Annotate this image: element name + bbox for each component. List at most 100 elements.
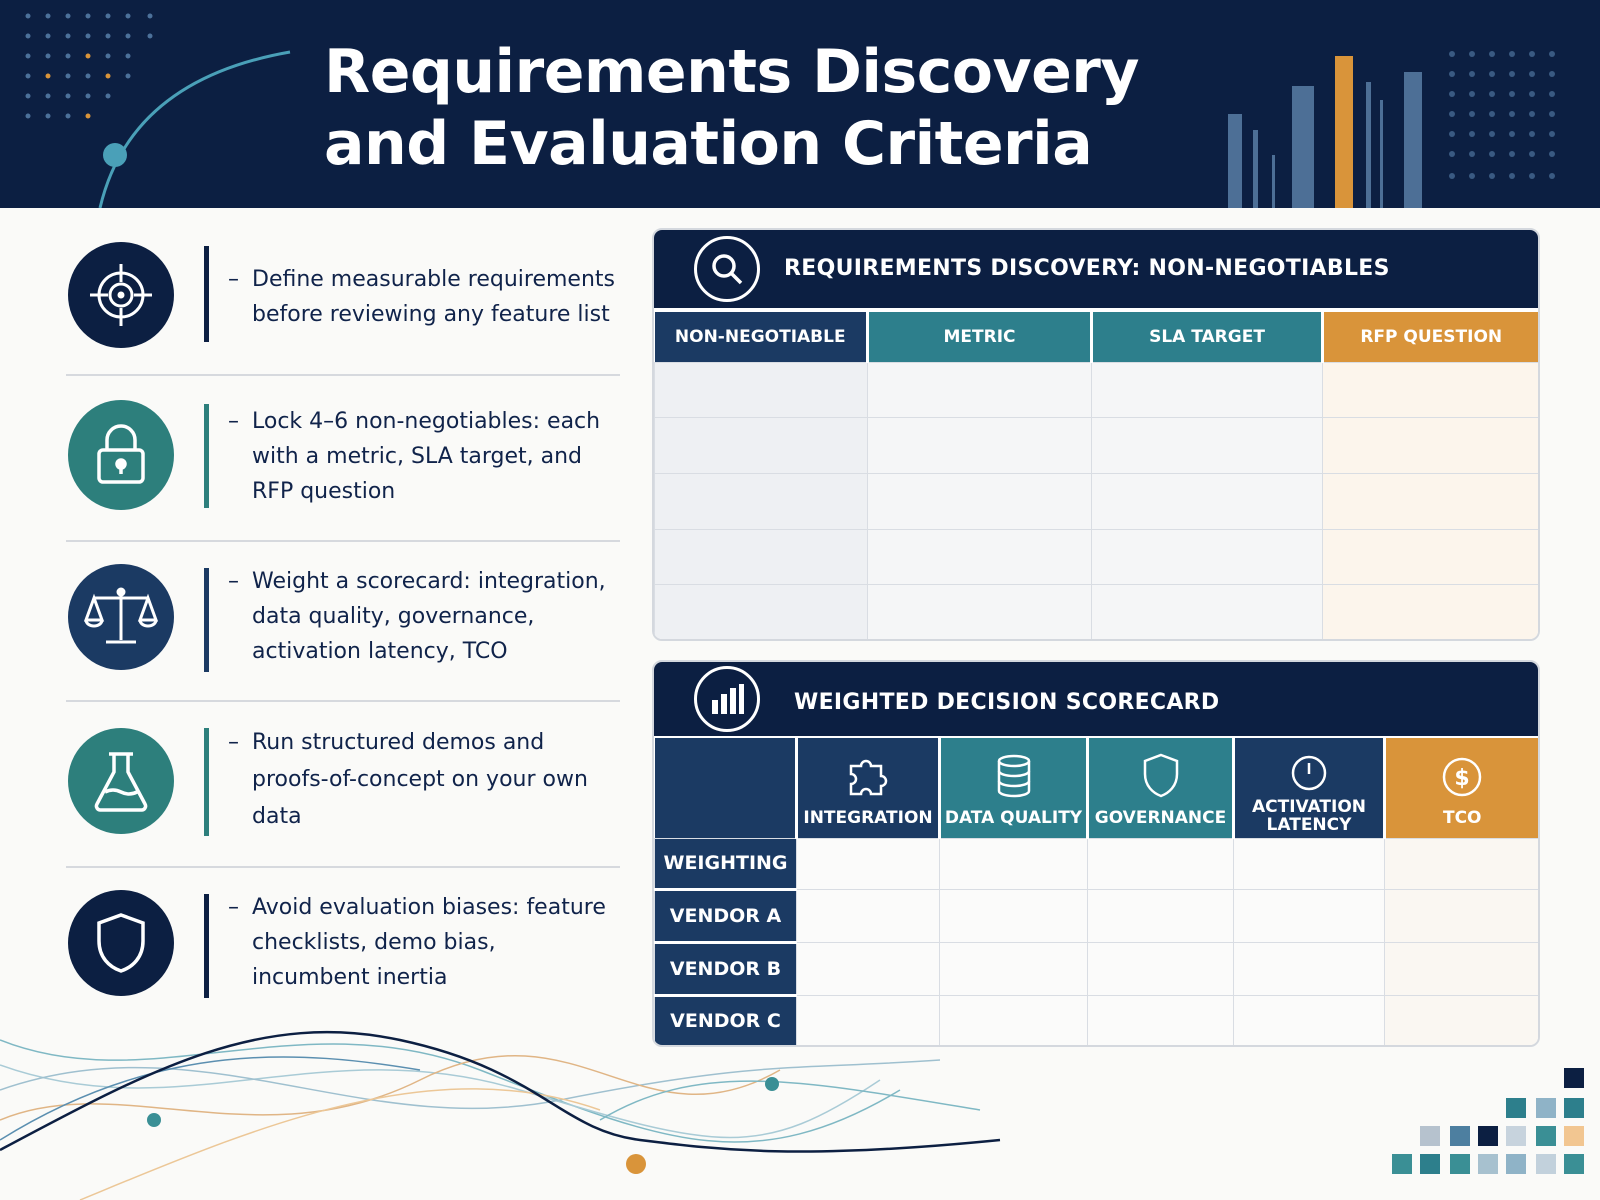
table-cell[interactable] bbox=[1091, 472, 1323, 530]
score-cell[interactable] bbox=[1087, 888, 1234, 943]
puzzle-icon bbox=[849, 759, 888, 795]
score-cell[interactable] bbox=[1384, 994, 1538, 1045]
dot-grid-right bbox=[1449, 51, 1555, 179]
step-text: – Lock 4–6 non-negotiables: each with a m… bbox=[228, 409, 601, 504]
header-arc-node bbox=[103, 143, 127, 167]
table-row: VENDOR A bbox=[654, 888, 1538, 944]
table-row bbox=[654, 361, 1538, 419]
list-item-biases: – Avoid evaluation biases: feature checkl… bbox=[66, 868, 620, 1028]
score-cell[interactable] bbox=[1233, 888, 1385, 943]
row-label-weighting: WEIGHTING bbox=[654, 837, 797, 891]
table-cell[interactable] bbox=[867, 528, 1092, 586]
table-cell[interactable] bbox=[654, 472, 868, 530]
score-cell[interactable] bbox=[1233, 994, 1385, 1045]
score-cell[interactable] bbox=[939, 837, 1088, 890]
table-cell[interactable] bbox=[867, 361, 1092, 419]
dot-grid-left bbox=[25, 13, 153, 119]
accent-bar bbox=[204, 568, 209, 672]
lock-icon bbox=[68, 400, 174, 510]
scales-icon bbox=[68, 564, 174, 670]
table-row bbox=[654, 584, 1538, 639]
score-cell[interactable] bbox=[796, 941, 940, 996]
steps-list: – Define measurable requirements before r… bbox=[66, 226, 620, 1028]
score-cell[interactable] bbox=[796, 837, 940, 890]
table-cell[interactable] bbox=[654, 417, 868, 474]
square-mosaic bbox=[1392, 1068, 1584, 1174]
score-cell[interactable] bbox=[1384, 941, 1538, 996]
score-cell[interactable] bbox=[1233, 941, 1385, 996]
shield-icon bbox=[68, 890, 174, 996]
score-cell[interactable] bbox=[796, 994, 940, 1045]
table-cell[interactable] bbox=[1322, 528, 1538, 586]
clock-icon bbox=[1291, 755, 1327, 790]
wave-node bbox=[765, 1077, 779, 1091]
column-label: DATA QUALITY bbox=[944, 807, 1083, 828]
score-cell[interactable] bbox=[1233, 837, 1385, 890]
step-text: – Define measurable requirements before r… bbox=[228, 267, 615, 327]
table-cell[interactable] bbox=[1091, 361, 1323, 419]
page-title-line2: and Evaluation Criteria bbox=[324, 109, 1093, 179]
table-row bbox=[654, 528, 1538, 586]
table-cell[interactable] bbox=[1091, 417, 1323, 474]
score-cell[interactable] bbox=[1087, 941, 1234, 996]
column-header-non-negotiable: NON-NEGOTIABLE bbox=[654, 312, 868, 362]
list-item-demos: – Run structured demos and proofs-of-conc… bbox=[66, 702, 620, 868]
dollar-icon: $ bbox=[1443, 757, 1482, 796]
score-cell[interactable] bbox=[939, 888, 1088, 943]
score-cell[interactable] bbox=[1087, 837, 1234, 890]
step-text: – Weight a scorecard: integration, data q… bbox=[228, 569, 606, 664]
column-header-corner bbox=[654, 738, 797, 838]
header-arc bbox=[98, 50, 291, 208]
wave-node-accent bbox=[626, 1154, 646, 1174]
list-item-lock: – Lock 4–6 non-negotiables: each with a m… bbox=[66, 376, 620, 542]
target-icon bbox=[68, 242, 174, 348]
shield-icon bbox=[1143, 753, 1178, 797]
table-cell[interactable] bbox=[1091, 528, 1323, 586]
dot-grid-accent bbox=[45, 53, 111, 119]
table-cell[interactable] bbox=[654, 584, 868, 639]
table-cell[interactable] bbox=[867, 472, 1092, 530]
table-cell[interactable] bbox=[1322, 417, 1538, 474]
score-cell[interactable] bbox=[1384, 837, 1538, 890]
wave-lines bbox=[0, 1030, 1001, 1200]
page-title: Requirements Discovery and Evaluation Cr… bbox=[324, 36, 1140, 180]
table-cell[interactable] bbox=[1322, 584, 1538, 639]
panel-header: REQUIREMENTS DISCOVERY: NON-NEGOTIABLES bbox=[654, 230, 1538, 308]
column-label-line1: ACTIVATION bbox=[1252, 796, 1366, 817]
list-item-weight: – Weight a scorecard: integration, data q… bbox=[66, 542, 620, 702]
panel-header: WEIGHTED DECISION SCORECARD bbox=[654, 662, 1538, 736]
list-item-define: – Define measurable requirements before r… bbox=[66, 226, 620, 376]
table-row bbox=[654, 472, 1538, 530]
table-cell[interactable] bbox=[867, 584, 1092, 639]
column-header-data-quality: DATA QUALITY bbox=[938, 738, 1088, 838]
accent-bar bbox=[204, 728, 209, 836]
score-cell[interactable] bbox=[796, 888, 940, 943]
scorecard-table: INTEGRATION DATA QUALITY GOVERNANCE bbox=[654, 738, 1538, 1045]
panel-title: REQUIREMENTS DISCOVERY: NON-NEGOTIABLES bbox=[784, 256, 1390, 281]
column-header-governance: GOVERNANCE bbox=[1086, 738, 1234, 838]
table-cell[interactable] bbox=[654, 361, 868, 419]
score-cell[interactable] bbox=[939, 994, 1088, 1045]
wave-node bbox=[147, 1113, 161, 1127]
score-cell[interactable] bbox=[1384, 888, 1538, 943]
table-cell[interactable] bbox=[654, 528, 868, 586]
header-banner: Requirements Discovery and Evaluation Cr… bbox=[0, 0, 1600, 208]
bottom-wave-decoration bbox=[0, 1030, 1584, 1200]
column-header-tco: $ TCO bbox=[1383, 738, 1538, 838]
table-cell[interactable] bbox=[1091, 584, 1323, 639]
score-cell[interactable] bbox=[939, 941, 1088, 996]
column-label-line2: LATENCY bbox=[1266, 814, 1352, 835]
step-text: – Avoid evaluation biases: feature checkl… bbox=[228, 895, 606, 990]
column-label: GOVERNANCE bbox=[1094, 807, 1227, 828]
table-row: VENDOR B bbox=[654, 941, 1538, 997]
table-cell[interactable] bbox=[1322, 472, 1538, 530]
table-cell[interactable] bbox=[1322, 361, 1538, 419]
column-label: TCO bbox=[1442, 807, 1482, 828]
column-header-rfp-question: RFP QUESTION bbox=[1321, 312, 1538, 362]
table-row bbox=[654, 417, 1538, 474]
score-cell[interactable] bbox=[1087, 994, 1234, 1045]
table-cell[interactable] bbox=[867, 417, 1092, 474]
database-icon bbox=[997, 754, 1030, 797]
svg-text:$: $ bbox=[1455, 766, 1470, 791]
panel-title: WEIGHTED DECISION SCORECARD bbox=[794, 690, 1220, 715]
